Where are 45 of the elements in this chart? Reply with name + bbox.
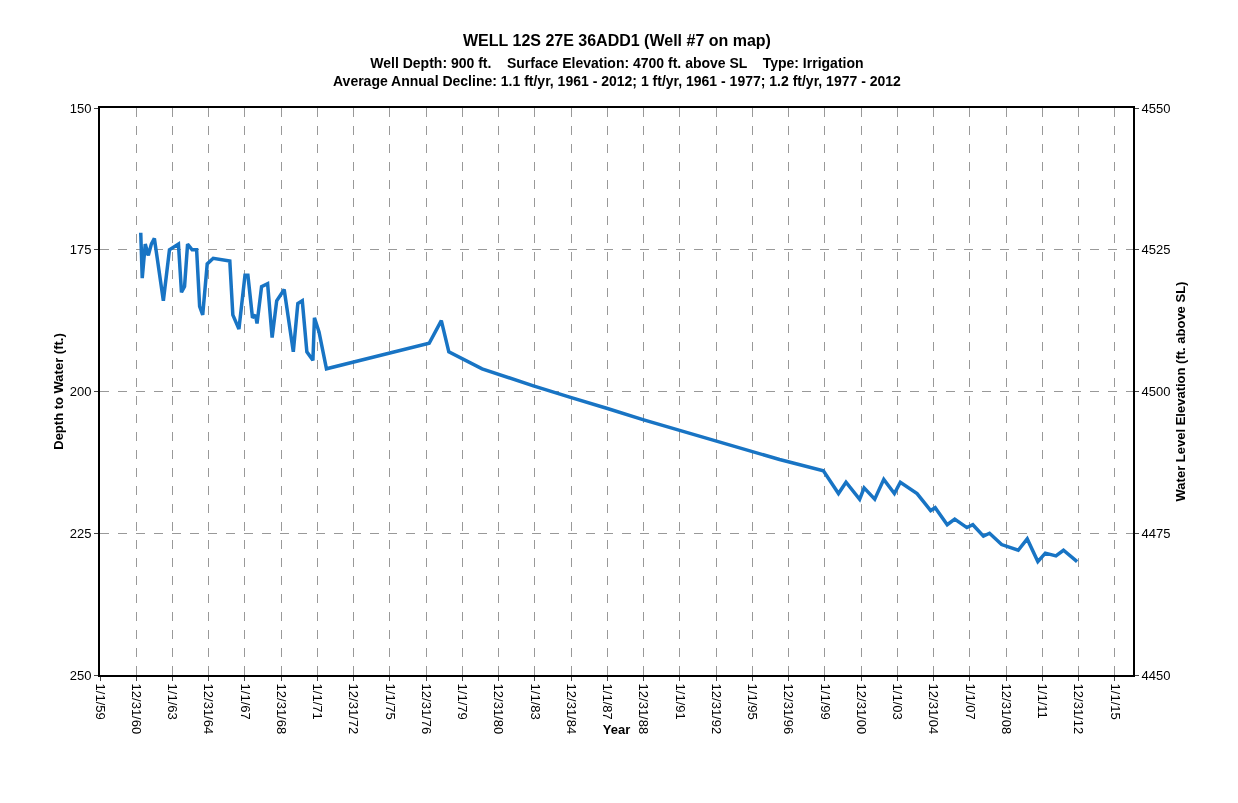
x-tick-label: 12/31/04 bbox=[926, 683, 942, 735]
line-series bbox=[138, 230, 1079, 564]
y-tick-label: 200 bbox=[69, 384, 92, 400]
x-tick-label: 1/1/83 bbox=[527, 683, 543, 720]
x-tick-label: 12/31/60 bbox=[128, 683, 144, 735]
x-tick-label: 1/1/15 bbox=[1107, 683, 1123, 720]
x-tick-label: 1/1/71 bbox=[310, 683, 326, 720]
x-tick-label: 1/1/11 bbox=[1035, 683, 1051, 719]
y2-tick-label: 4450 bbox=[1141, 667, 1171, 683]
x-tick-label: 1/1/59 bbox=[92, 683, 108, 720]
x-tick-label: 12/31/88 bbox=[636, 683, 652, 735]
y-axis-title: Depth to Water (ft.) bbox=[51, 333, 66, 450]
x-axis-title: Year bbox=[602, 721, 631, 737]
x-tick-label: 12/31/08 bbox=[998, 683, 1014, 735]
x-tick-label: 12/31/92 bbox=[708, 683, 724, 735]
x-tick-label: 1/1/63 bbox=[165, 683, 181, 720]
y-tick-label: 150 bbox=[69, 100, 92, 116]
x-tick-label: 1/1/91 bbox=[672, 683, 688, 720]
x-tick-label: 1/1/99 bbox=[817, 683, 833, 720]
x-tick-label: 1/1/95 bbox=[745, 683, 761, 720]
chart-subtitle: Well Depth: 900 ft. Surface Elevation: 4700 ft. above SL Type: Irrigation Average Annual Decline: 1.1 ft/yr, 1961 - 2012; 1 ft/yr, 1961 - 1977; 1.2 ft/yr, 1977 - 2012 bbox=[333, 55, 902, 90]
x-tick-label: 12/31/80 bbox=[491, 683, 507, 735]
x-tick-label: 1/1/67 bbox=[237, 683, 253, 720]
x-tick-label: 1/1/75 bbox=[382, 683, 398, 720]
y2-tick-label: 4525 bbox=[1141, 242, 1171, 258]
x-tick-label: 12/31/12 bbox=[1071, 683, 1087, 735]
x-tick-label: 12/31/64 bbox=[201, 683, 217, 735]
x-tick-label: 1/1/79 bbox=[455, 683, 471, 720]
y-tick-label: 175 bbox=[69, 242, 92, 258]
x-tick-label: 12/31/96 bbox=[781, 683, 797, 735]
y2-tick-label: 4550 bbox=[1141, 100, 1171, 116]
x-tick-label: 12/31/00 bbox=[853, 683, 869, 735]
y2-tick-label: 4475 bbox=[1141, 525, 1171, 541]
x-tick-label: 12/31/76 bbox=[418, 683, 434, 735]
x-tick-label: 12/31/68 bbox=[273, 683, 289, 735]
y2-axis-title: Water Level Elevation (ft. above SL) bbox=[1172, 281, 1188, 502]
x-tick-label: 1/1/07 bbox=[962, 683, 978, 720]
x-tick-label: 12/31/72 bbox=[346, 683, 362, 735]
x-tick-label: 1/1/03 bbox=[890, 683, 906, 720]
chart-title: WELL 12S 27E 36ADD1 (Well #7 on map) bbox=[463, 32, 771, 49]
y-tick-label: 225 bbox=[69, 525, 92, 541]
x-tick-label: 1/1/87 bbox=[600, 683, 616, 720]
y2-tick-label: 4500 bbox=[1141, 384, 1171, 400]
x-tick-label: 12/31/84 bbox=[563, 683, 579, 735]
y-tick-label: 250 bbox=[69, 667, 92, 683]
